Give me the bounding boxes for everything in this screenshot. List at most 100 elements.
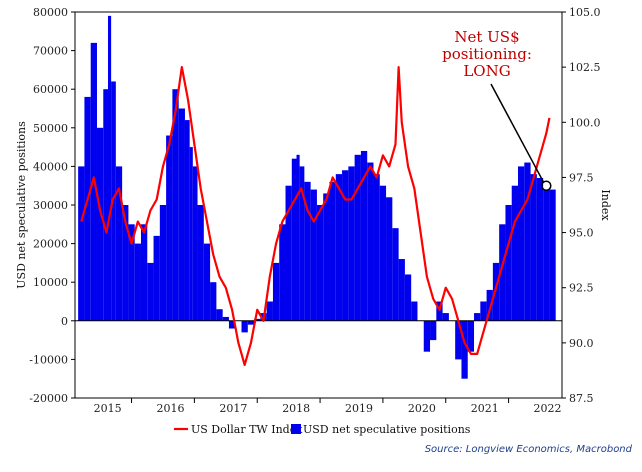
right-tick-label: 95.0 <box>569 227 594 240</box>
bar-mark <box>107 15 112 321</box>
bar-mark <box>549 189 556 321</box>
bar-mark <box>511 185 519 321</box>
bar-mark <box>166 135 173 321</box>
legend-swatch-bar <box>291 424 301 434</box>
x-tick-label: 2016 <box>157 402 185 415</box>
bar-mark <box>423 320 431 352</box>
bar-mark <box>367 162 374 321</box>
bar-mark <box>178 108 185 321</box>
bar-mark <box>379 185 387 321</box>
bar-mark <box>78 166 85 321</box>
legend-label-line: US Dollar TW Index <box>191 423 303 436</box>
bar-mark <box>323 193 330 321</box>
bar-mark <box>153 235 160 321</box>
x-tick-label: 2022 <box>534 402 562 415</box>
right-tick-label: 105.0 <box>569 6 601 19</box>
bar-mark <box>115 166 123 321</box>
bar-mark <box>189 147 193 321</box>
right-axis-title: Index <box>599 189 612 221</box>
bar-mark <box>386 197 393 321</box>
x-tick-label: 2019 <box>345 402 373 415</box>
bar-mark <box>329 181 336 321</box>
bar-mark <box>505 205 512 321</box>
bar-mark <box>222 316 229 321</box>
bar-mark <box>291 158 297 321</box>
bar-mark <box>373 174 380 321</box>
left-tick-label: 20000 <box>33 238 68 251</box>
bar-mark <box>216 309 223 321</box>
left-tick-label: 30000 <box>33 199 68 212</box>
bar-mark <box>299 166 305 321</box>
x-tick-label: 2021 <box>471 402 499 415</box>
right-tick-label: 97.5 <box>569 171 594 184</box>
bar-mark <box>285 185 292 321</box>
bar-mark <box>210 282 217 321</box>
bar-mark <box>84 96 91 321</box>
x-tick-label: 2020 <box>408 402 436 415</box>
bar-mark <box>203 243 211 321</box>
bar-mark <box>436 301 443 321</box>
bar-mark <box>134 243 141 321</box>
line-series <box>80 66 551 367</box>
bar-mark <box>128 224 135 321</box>
left-tick-label: -10000 <box>29 353 68 366</box>
left-tick-label: 10000 <box>33 276 68 289</box>
bar-mark <box>241 320 248 333</box>
left-tick-label: 40000 <box>33 160 68 173</box>
bar-mark <box>147 262 154 321</box>
bar-mark <box>404 274 412 321</box>
bar-mark <box>228 320 236 329</box>
right-tick-label: 102.5 <box>569 61 601 74</box>
bar-mark <box>316 205 324 321</box>
bar-mark <box>279 224 286 321</box>
x-tick-label: 2017 <box>219 402 247 415</box>
bar-mark <box>342 170 349 321</box>
bar-series <box>78 15 556 379</box>
right-tick-label: 87.5 <box>569 392 594 405</box>
bar-mark <box>122 205 129 321</box>
bar-mark <box>430 320 437 341</box>
bar-mark <box>272 262 280 321</box>
bar-mark <box>536 177 544 321</box>
source-note: Source: Longview Economics, Macrobond <box>425 444 633 455</box>
bar-mark <box>461 320 468 379</box>
left-tick-label: 50000 <box>33 122 68 135</box>
bar-mark <box>543 189 550 321</box>
annotation-text: Net US$ <box>454 28 519 46</box>
bar-mark <box>296 154 300 321</box>
bar-mark <box>480 301 487 321</box>
bar-mark <box>492 262 500 321</box>
bar-mark <box>310 189 317 321</box>
bar-mark <box>474 313 481 321</box>
bar-mark <box>442 313 449 321</box>
line-path <box>80 66 551 367</box>
bar-mark <box>140 224 148 321</box>
bar-mark <box>360 150 368 321</box>
bar-mark <box>348 166 355 321</box>
bar-mark <box>398 259 405 321</box>
bar-mark <box>392 228 399 321</box>
left-tick-label: 0 <box>61 315 68 328</box>
bar-mark <box>304 181 311 321</box>
bar-mark <box>103 89 108 321</box>
bar-mark <box>254 318 261 321</box>
left-tick-label: -20000 <box>29 392 68 405</box>
bar-mark <box>184 120 190 321</box>
bar-mark <box>518 166 525 321</box>
legend-label-bar: USD net speculative positions <box>303 423 471 436</box>
bar-mark <box>354 154 361 321</box>
bar-mark <box>467 320 475 352</box>
left-tick-label: 60000 <box>33 83 68 96</box>
right-tick-label: 100.0 <box>569 116 601 129</box>
right-tick-label: 92.5 <box>569 282 594 295</box>
bar-mark <box>159 205 167 321</box>
left-tick-label: 70000 <box>33 45 68 58</box>
left-axis-title: USD net speculative positions <box>15 121 28 289</box>
bar-mark <box>524 162 531 321</box>
bar-mark <box>455 320 462 360</box>
bar-mark <box>530 174 537 321</box>
annotation-arrow <box>490 83 544 183</box>
left-tick-label: 80000 <box>33 6 68 19</box>
